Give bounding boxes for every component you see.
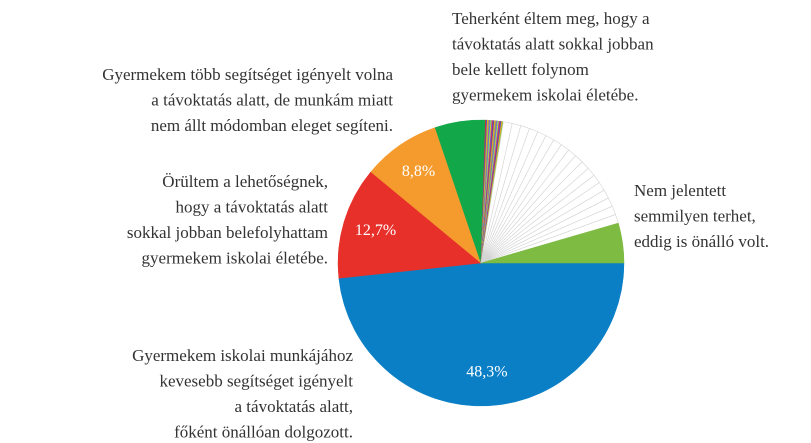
category-label-line: távoktatás alatt sokkal jobban — [452, 34, 654, 53]
category-label-line: bele kellett folynom — [452, 60, 589, 79]
category-label: Nem jelentett semmilyen terhet, eddig is ö… — [634, 181, 769, 251]
category-label-line: Gyermekem iskolai munkájához — [132, 346, 353, 365]
value-label: 8,8% — [402, 163, 435, 180]
pie-slice — [480, 222, 625, 264]
category-label-line: hogy a távoktatás alatt — [176, 197, 329, 216]
category-label: Gyermekem iskolai munkájához kevesebb seg… — [132, 346, 353, 442]
category-label-line: nem állt módomban eleget segíteni. — [151, 116, 393, 135]
category-label-line: főként önállóan dolgozott. — [174, 422, 353, 441]
category-label-line: semmilyen terhet, — [634, 206, 756, 225]
category-label-line: gyermekem iskolai életébe. — [452, 85, 638, 104]
category-label-line: sokkal jobban belefolyhattam — [127, 223, 328, 242]
category-label-line: Nem jelentett — [634, 181, 726, 200]
value-label: 48,3% — [466, 364, 507, 381]
category-label: Örültem a lehetőségnek, hogy a távoktatás… — [127, 172, 328, 268]
category-label-line: a távoktatás alatt, — [235, 397, 353, 416]
value-label: 12,7% — [355, 222, 396, 239]
category-label-line: eddig is önálló volt. — [634, 232, 769, 251]
category-label-line: a távoktatás alatt, de munkám miatt — [151, 90, 393, 109]
category-label: Gyermekem több segítséget igényelt volna… — [102, 65, 393, 135]
category-label-line: gyermekem iskolai életébe. — [142, 248, 328, 267]
category-label-line: Gyermekem több segítséget igényelt volna — [102, 65, 393, 84]
category-label-line: Teherként éltem meg, hogy a — [452, 9, 650, 28]
category-label-line: Örültem a lehetőségnek, — [162, 172, 328, 191]
category-label-line: kevesebb segítséget igényelt — [159, 371, 353, 390]
pie-slice — [337, 171, 482, 279]
pie-slice — [338, 262, 625, 407]
category-label: Teherként éltem meg, hogy a távoktatás al… — [452, 9, 654, 105]
